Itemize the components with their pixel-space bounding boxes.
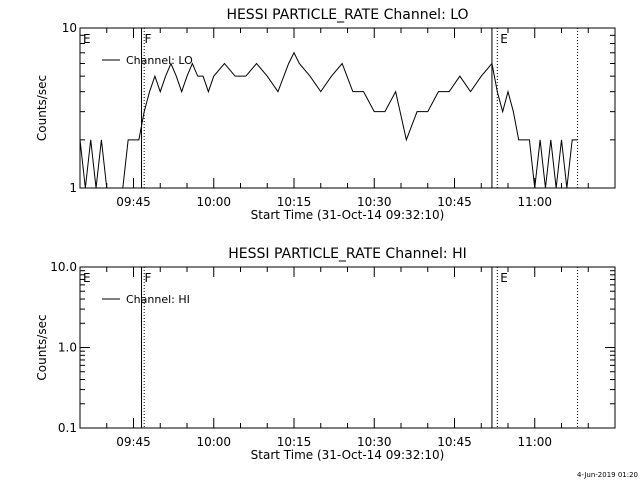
x-axis-label-1: Start Time (31-Oct-14 09:32:10) xyxy=(251,448,445,462)
y-axis-label-0: Counts/sec xyxy=(35,75,49,141)
chart-title-0: HESSI PARTICLE_RATE Channel: LO xyxy=(226,7,468,23)
x-tick-label-1-2: 10:15 xyxy=(277,435,312,449)
y-tick-label-1-1: 1.0 xyxy=(58,341,77,355)
legend-label-1-0: Channel: HI xyxy=(126,293,190,306)
x-tick-label-0-0: 09:45 xyxy=(116,195,151,209)
y-tick-label-0-0: 1 xyxy=(69,181,77,195)
x-tick-label-1-4: 10:45 xyxy=(437,435,472,449)
plot-frame-0 xyxy=(79,27,616,189)
x-tick-label-1-3: 10:30 xyxy=(357,435,392,449)
y-tick-label-1-2: 10.0 xyxy=(50,260,77,274)
chart-title-1: HESSI PARTICLE_RATE Channel: HI xyxy=(228,246,466,262)
x-tick-label-0-5: 11:00 xyxy=(517,195,552,209)
event-marker-label-1-0: E xyxy=(83,271,91,285)
x-axis-label-0: Start Time (31-Oct-14 09:32:10) xyxy=(251,208,445,222)
x-tick-label-0-3: 10:30 xyxy=(357,195,392,209)
event-marker-label-0-4: E xyxy=(500,32,508,46)
x-tick-label-1-5: 11:00 xyxy=(517,435,552,449)
x-tick-label-0-1: 10:00 xyxy=(196,195,231,209)
event-marker-label-1-1: F xyxy=(145,271,152,285)
y-tick-label-1-0: 0.1 xyxy=(58,421,77,435)
y-axis-label-1: Counts/sec xyxy=(35,314,49,380)
event-marker-label-0-0: E xyxy=(83,32,91,46)
x-tick-label-0-4: 10:45 xyxy=(437,195,472,209)
legend-label-0-0: Channel: LO xyxy=(126,54,193,67)
x-tick-label-1-0: 09:45 xyxy=(116,435,151,449)
plot-frame-1 xyxy=(79,266,616,429)
event-marker-label-1-4: E xyxy=(500,271,508,285)
x-tick-label-0-2: 10:15 xyxy=(277,195,312,209)
series-line-0-0 xyxy=(79,51,578,189)
y-tick-label-0-1: 10 xyxy=(62,21,77,35)
event-marker-label-0-1: F xyxy=(145,32,152,46)
x-tick-label-1-1: 10:00 xyxy=(196,435,231,449)
footer-timestamp: 4-Jun-2019 01:20 xyxy=(576,471,638,479)
